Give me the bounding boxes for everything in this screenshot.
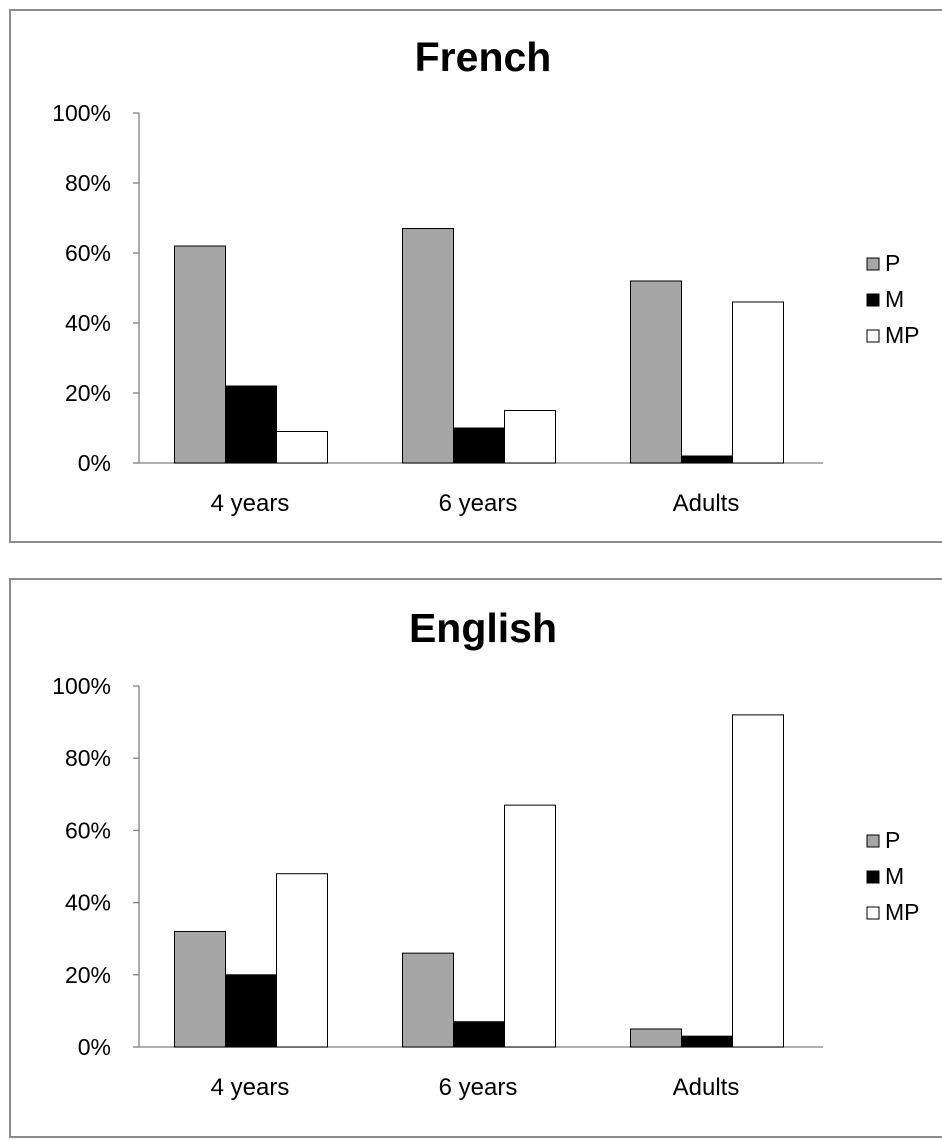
y-tick-label: 80%: [65, 170, 111, 196]
legend-label: MP: [885, 899, 920, 925]
chart-french: French 0% 20% 40% 60% 80% 100% 4 years 6 years A…: [52, 34, 920, 517]
bar-p-2: [630, 280, 682, 464]
y-tick-label: 40%: [65, 310, 111, 336]
x-tick-label: 4 years: [211, 490, 290, 517]
y-tick-label: 20%: [65, 962, 111, 988]
y-tick-label: 20%: [65, 380, 111, 406]
chart-english: English 0% 20% 40% 60% 80% 100% 4 years 6 years…: [52, 605, 920, 1101]
x-tick-label: 6 years: [439, 490, 518, 517]
x-tick-label: Adults: [673, 1074, 740, 1101]
bar-m-0: [225, 974, 277, 1048]
legend-swatch: [866, 293, 880, 307]
legend-swatch: [866, 834, 880, 848]
chart-title: French: [415, 34, 552, 80]
bar-m-2: [681, 1035, 733, 1048]
chart-panel-french: French 0% 20% 40% 60% 80% 100% 4 years 6 years A…: [9, 9, 942, 543]
legend-swatch: [866, 906, 880, 920]
bar-p-0: [174, 245, 226, 464]
legend-label: P: [885, 250, 900, 276]
bar-mp-0: [276, 873, 328, 1048]
y-tick-label: 100%: [52, 673, 111, 699]
legend-label: MP: [885, 322, 920, 348]
legend-swatch: [866, 329, 880, 343]
bar-mp-1: [504, 410, 556, 464]
y-tick-label: 100%: [52, 100, 111, 126]
bar-mp-1: [504, 804, 556, 1048]
legend-swatch: [866, 870, 880, 884]
bar-p-1: [402, 228, 454, 464]
bar-m-1: [453, 427, 505, 464]
y-tick-label: 80%: [65, 745, 111, 771]
y-tick-label: 0%: [78, 1034, 111, 1060]
bar-mp-2: [732, 714, 784, 1048]
chart-title: English: [409, 605, 557, 651]
bar-p-2: [630, 1028, 682, 1048]
y-tick-label: 40%: [65, 890, 111, 916]
chart-panel-english: English 0% 20% 40% 60% 80% 100% 4 years 6 years…: [9, 578, 942, 1138]
legend-label: M: [885, 286, 904, 312]
y-tick-label: 60%: [65, 817, 111, 843]
bar-mp-2: [732, 301, 784, 464]
x-tick-label: 6 years: [439, 1074, 518, 1101]
bar-m-1: [453, 1021, 505, 1048]
legend-swatch: [866, 257, 880, 271]
legend-label: M: [885, 863, 904, 889]
x-tick-label: 4 years: [211, 1074, 290, 1101]
y-tick-label: 60%: [65, 240, 111, 266]
bar-m-2: [681, 455, 733, 464]
y-tick-label: 0%: [78, 450, 111, 476]
legend-label: P: [885, 827, 900, 853]
bar-m-0: [225, 385, 277, 464]
bar-p-0: [174, 930, 226, 1048]
bar-mp-0: [276, 431, 328, 464]
x-tick-label: Adults: [673, 490, 740, 517]
bar-p-1: [402, 952, 454, 1048]
